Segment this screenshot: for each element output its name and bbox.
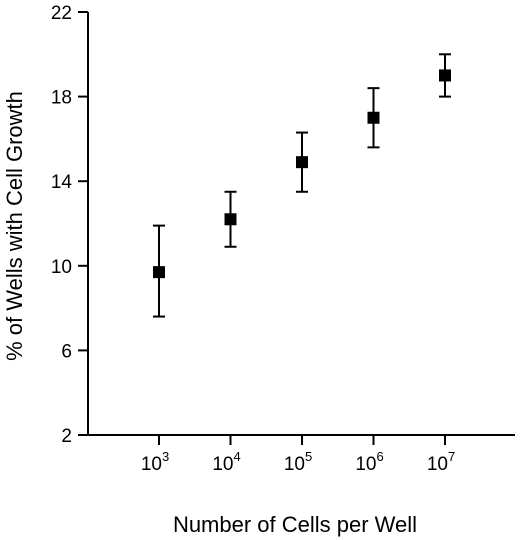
data-point-marker (224, 213, 237, 226)
x-axis-title: Number of Cells per Well (173, 512, 417, 537)
data-point-marker (153, 266, 165, 279)
y-tick-label: 10 (51, 257, 72, 278)
y-tick-label: 6 (61, 341, 72, 362)
x-tick-exponent: 6 (376, 449, 383, 464)
data-point-group (296, 131, 308, 193)
x-axis-ticks: 103 104 105 106 107 (141, 435, 455, 475)
x-tick-label: 106 (355, 449, 383, 475)
x-tick-label: 105 (284, 449, 312, 475)
x-tick-base: 10 (212, 454, 233, 475)
y-tick-label: 18 (51, 88, 72, 109)
data-point-group (439, 53, 451, 98)
y-tick-label: 2 (61, 426, 72, 447)
x-tick-label: 104 (212, 449, 240, 475)
x-tick-exponent: 4 (233, 449, 240, 464)
data-point-group (367, 87, 380, 149)
data-point-group (224, 190, 237, 248)
y-axis-ticks: 2 6 10 14 18 22 (51, 3, 88, 447)
x-tick-exponent: 5 (305, 449, 312, 464)
data-points (153, 53, 451, 318)
x-tick-label: 103 (141, 449, 169, 475)
data-point-marker (367, 111, 380, 124)
y-axis-title: % of Wells with Cell Growth (2, 91, 27, 361)
x-tick-base: 10 (355, 454, 376, 475)
y-tick-label: 22 (51, 3, 72, 24)
y-tick-label: 14 (51, 172, 73, 193)
x-tick-exponent: 3 (162, 449, 169, 464)
x-tick-base: 10 (427, 454, 448, 475)
data-point-group (153, 224, 165, 318)
x-tick-label: 107 (427, 449, 455, 475)
x-tick-base: 10 (141, 454, 162, 475)
x-tick-base: 10 (284, 454, 305, 475)
data-point-marker (296, 156, 308, 169)
x-tick-exponent: 7 (448, 449, 455, 464)
data-point-marker (439, 69, 451, 82)
